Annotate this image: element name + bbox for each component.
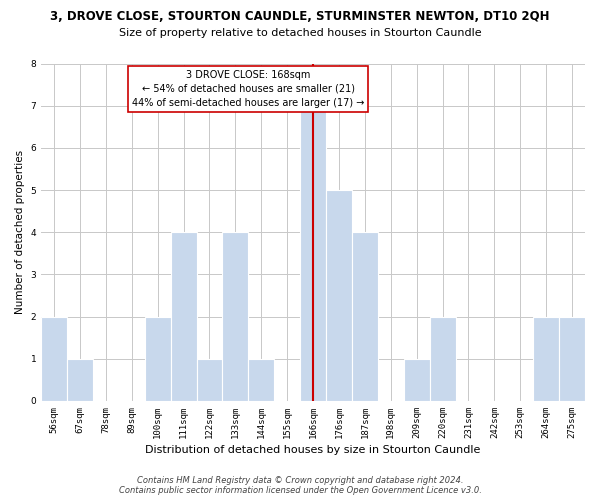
Text: Size of property relative to detached houses in Stourton Caundle: Size of property relative to detached ho… <box>119 28 481 38</box>
X-axis label: Distribution of detached houses by size in Stourton Caundle: Distribution of detached houses by size … <box>145 445 481 455</box>
Bar <box>326 190 352 401</box>
Bar <box>67 359 93 401</box>
Bar <box>352 232 378 401</box>
Bar <box>430 316 455 401</box>
Bar <box>559 316 585 401</box>
Y-axis label: Number of detached properties: Number of detached properties <box>15 150 25 314</box>
Bar <box>404 359 430 401</box>
Bar <box>223 232 248 401</box>
Text: 3 DROVE CLOSE: 168sqm
← 54% of detached houses are smaller (21)
44% of semi-deta: 3 DROVE CLOSE: 168sqm ← 54% of detached … <box>132 70 365 108</box>
Bar <box>533 316 559 401</box>
Text: 3, DROVE CLOSE, STOURTON CAUNDLE, STURMINSTER NEWTON, DT10 2QH: 3, DROVE CLOSE, STOURTON CAUNDLE, STURMI… <box>50 10 550 23</box>
Bar <box>145 316 170 401</box>
Text: Contains HM Land Registry data © Crown copyright and database right 2024.
Contai: Contains HM Land Registry data © Crown c… <box>119 476 481 495</box>
Bar <box>41 316 67 401</box>
Bar <box>170 232 197 401</box>
Bar <box>197 359 223 401</box>
Bar <box>300 106 326 401</box>
Bar <box>248 359 274 401</box>
